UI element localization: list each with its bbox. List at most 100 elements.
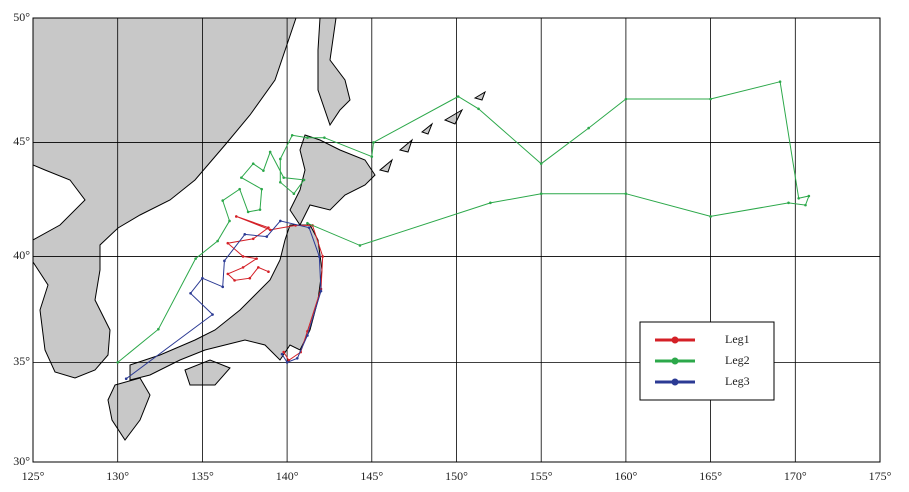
track-point <box>251 162 255 165</box>
kurils <box>378 90 486 173</box>
x-tick-label: 135° <box>191 469 214 483</box>
track-point <box>477 107 480 111</box>
track-point <box>267 226 270 229</box>
track-point <box>265 235 269 238</box>
track-point <box>251 237 255 241</box>
track-point <box>246 210 250 214</box>
track-point <box>282 176 286 179</box>
track-point <box>306 334 309 337</box>
track-point <box>321 255 324 258</box>
legend-label: Leg2 <box>725 353 750 367</box>
track-point <box>317 255 321 258</box>
track-point <box>804 203 807 207</box>
track-point <box>189 291 192 295</box>
track-point <box>211 313 214 316</box>
track-point <box>257 266 260 269</box>
plot-frame <box>32 17 881 463</box>
track-point <box>295 356 299 360</box>
track-point <box>539 162 543 165</box>
track-point <box>319 289 323 293</box>
track-point <box>370 155 374 158</box>
track-point <box>268 150 272 154</box>
y-tick-label: 30° <box>13 454 30 468</box>
track-point <box>240 176 243 179</box>
x-tick-label: 165° <box>699 469 722 483</box>
track-point <box>358 244 362 247</box>
track-point <box>194 257 197 260</box>
track-point <box>124 377 128 380</box>
track-point <box>260 187 263 191</box>
track-point <box>280 352 284 356</box>
track-point <box>456 95 460 98</box>
track-point <box>226 272 230 276</box>
track-point <box>323 136 326 139</box>
legend: Leg1 Leg2 Leg3 <box>639 321 775 401</box>
land <box>33 18 486 441</box>
track-point <box>539 192 543 196</box>
x-tick-label: 145° <box>360 469 383 483</box>
track-point <box>216 239 219 243</box>
track-point <box>587 126 590 130</box>
track-point <box>201 276 204 280</box>
track-point <box>234 215 238 218</box>
x-tick-label: 125° <box>22 469 45 483</box>
track-point <box>306 221 309 225</box>
track-point <box>279 219 282 223</box>
track-point <box>223 259 226 263</box>
track-point <box>238 187 241 191</box>
x-tick-label: 170° <box>784 469 807 483</box>
shikoku <box>184 359 231 386</box>
track-point <box>709 97 712 101</box>
track-point <box>255 257 258 260</box>
track-point <box>709 215 712 218</box>
track-point <box>241 266 245 269</box>
x-tick-label: 150° <box>445 469 468 483</box>
track <box>125 220 322 380</box>
track-point <box>778 80 782 84</box>
track-point <box>307 226 311 229</box>
track-point <box>262 169 265 172</box>
track-point <box>241 255 245 258</box>
x-tick-label: 130° <box>106 469 129 483</box>
kyushu <box>107 377 151 441</box>
legend-label: Leg3 <box>725 374 750 388</box>
y-tick-label: 50° <box>13 10 30 24</box>
track-point <box>279 180 282 184</box>
y-tick-label: 45° <box>13 134 30 148</box>
sakhalin <box>317 18 351 127</box>
legend-label: Leg1 <box>725 332 750 346</box>
x-tick-label: 140° <box>276 469 299 483</box>
track-point <box>306 136 309 139</box>
track-point <box>489 201 492 205</box>
track-point <box>282 350 286 354</box>
track-point <box>787 201 790 205</box>
x-tick-label: 175° <box>869 469 892 483</box>
track-point <box>248 276 252 280</box>
track-point <box>268 228 272 232</box>
legend-marker <box>671 336 679 344</box>
track-point <box>243 233 247 236</box>
track-point <box>302 178 306 182</box>
track-point <box>221 199 225 202</box>
track-point <box>372 141 375 144</box>
x-tick-label: 155° <box>530 469 553 483</box>
hokkaido <box>289 134 376 226</box>
track-point <box>258 208 262 211</box>
legend-marker <box>671 378 679 386</box>
track-point <box>233 279 236 282</box>
y-tick-label: 35° <box>13 354 30 368</box>
track-point <box>285 361 289 364</box>
track-point <box>624 97 628 101</box>
track-point <box>624 192 628 196</box>
track-point <box>279 157 282 161</box>
y-tick-label: 40° <box>13 248 30 262</box>
track-point <box>226 241 230 245</box>
x-tick-label: 160° <box>614 469 637 483</box>
track-point <box>157 327 160 331</box>
track-point <box>221 285 225 289</box>
track-point <box>267 270 270 274</box>
track-point <box>797 197 800 200</box>
track-point <box>292 192 296 196</box>
legend-marker <box>671 357 679 365</box>
